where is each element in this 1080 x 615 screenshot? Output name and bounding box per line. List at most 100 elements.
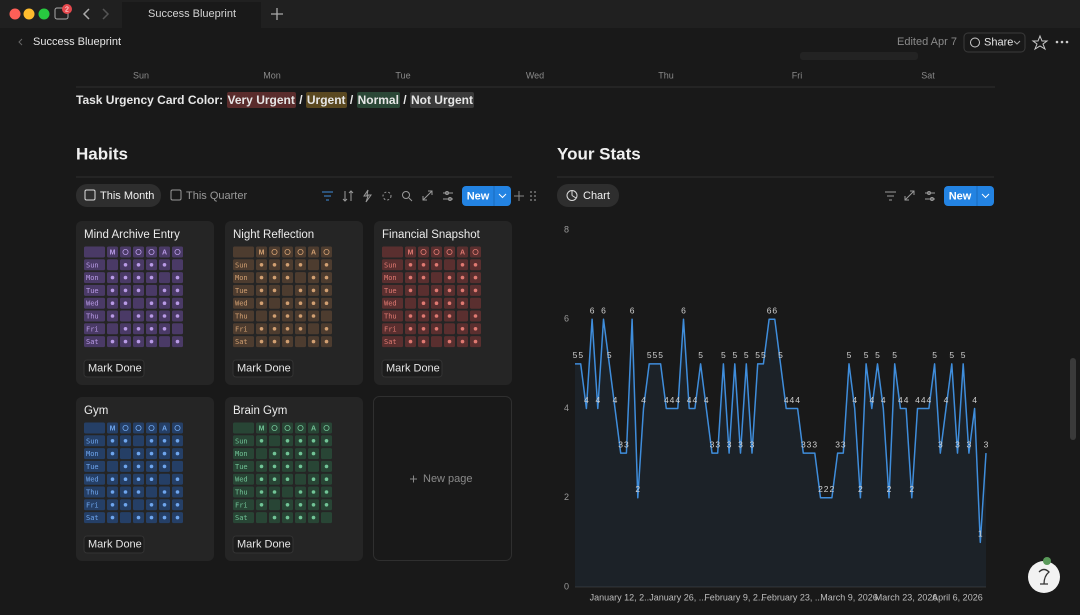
scrollbar[interactable]	[1070, 358, 1076, 440]
done-dot	[163, 490, 167, 494]
grid-cell[interactable]	[159, 474, 170, 485]
grid-cell	[233, 247, 254, 258]
grid-cell[interactable]	[172, 259, 183, 270]
grid-cell	[269, 247, 280, 258]
grid-cell[interactable]	[133, 435, 144, 446]
grid-cell[interactable]	[431, 336, 442, 347]
help-avatar[interactable]	[1028, 561, 1060, 593]
urgency-levels: Very Urgent / Urgent / Normal / Not Urge…	[227, 92, 474, 108]
data-label: 6	[681, 306, 686, 316]
grid-cell	[418, 247, 429, 258]
grid-cell[interactable]	[146, 285, 157, 296]
grid-cell[interactable]	[321, 512, 332, 523]
data-label: 4	[670, 395, 675, 405]
grid-cell[interactable]	[159, 272, 170, 283]
grid-cell[interactable]	[172, 323, 183, 334]
close-button[interactable]	[10, 9, 21, 20]
stats-toolbar-icons[interactable]	[885, 191, 935, 201]
data-label: 3	[807, 439, 812, 449]
grid-cell[interactable]	[405, 298, 416, 309]
done-dot	[150, 439, 154, 443]
grid-cell[interactable]	[256, 512, 267, 523]
done-dot	[111, 503, 115, 507]
habit-title: Brain Gym	[233, 405, 287, 417]
grid-cell[interactable]	[457, 311, 468, 322]
data-label: 5	[864, 350, 869, 360]
day-label: Fri	[86, 325, 99, 333]
done-dot	[150, 314, 154, 318]
grid-cell[interactable]	[295, 336, 306, 347]
done-dot	[176, 340, 180, 344]
done-dot	[325, 289, 329, 293]
grid-cell[interactable]	[308, 259, 319, 270]
grid-cell[interactable]	[282, 487, 293, 498]
more-menu[interactable]	[1056, 41, 1069, 44]
done-dot	[422, 314, 426, 318]
data-label: 4	[852, 395, 857, 405]
done-dot	[137, 477, 141, 481]
grid-cell[interactable]	[256, 448, 267, 459]
collapse-icon[interactable]	[19, 39, 22, 45]
done-dot	[273, 314, 277, 318]
grid-cell[interactable]	[146, 487, 157, 498]
zoom-button[interactable]	[39, 9, 50, 20]
done-dot	[163, 516, 167, 520]
grid-cell	[269, 423, 280, 434]
day-label: Sun	[235, 437, 248, 445]
done-dot	[260, 276, 264, 280]
grid-cell[interactable]	[431, 272, 442, 283]
new-button-label: New	[467, 190, 490, 202]
grid-cell[interactable]	[308, 461, 319, 472]
grid-cell[interactable]	[107, 323, 118, 334]
done-dot	[286, 465, 290, 469]
grid-cell[interactable]	[418, 285, 429, 296]
data-label: 4	[904, 395, 909, 405]
grid-cell[interactable]	[308, 323, 319, 334]
done-dot	[325, 276, 329, 280]
grid-cell[interactable]	[295, 272, 306, 283]
grid-cell[interactable]	[256, 311, 267, 322]
grid-header: M	[110, 249, 116, 256]
data-label: 3	[624, 439, 629, 449]
done-dot	[273, 340, 277, 344]
data-label: 3	[750, 439, 755, 449]
grid-cell[interactable]	[295, 474, 306, 485]
done-dot	[286, 340, 290, 344]
data-label: 4	[927, 395, 932, 405]
done-dot	[286, 503, 290, 507]
data-label: 5	[892, 350, 897, 360]
done-dot	[124, 263, 128, 267]
grid-cell[interactable]	[120, 512, 131, 523]
grid-cell[interactable]	[470, 298, 481, 309]
done-dot	[461, 301, 465, 305]
grid-cell[interactable]	[120, 448, 131, 459]
data-label: 5	[607, 350, 612, 360]
grid-cell[interactable]	[321, 311, 332, 322]
grid-cell[interactable]	[269, 435, 280, 446]
grid-cell[interactable]	[269, 499, 280, 510]
grid-cell[interactable]	[107, 461, 118, 472]
add-icon[interactable]	[514, 191, 524, 201]
grid-cell[interactable]	[120, 311, 131, 322]
grid-cell[interactable]	[159, 336, 170, 347]
done-dot	[260, 327, 264, 331]
grid-cell[interactable]	[107, 259, 118, 270]
toolbar-icons[interactable]	[322, 190, 453, 202]
grid-cell[interactable]	[133, 499, 144, 510]
urgency-level: Normal	[357, 92, 400, 108]
grid-cell[interactable]	[269, 298, 280, 309]
calendar-icon	[171, 190, 181, 200]
minimize-button[interactable]	[24, 9, 35, 20]
view-tab-label[interactable]: This Quarter	[186, 190, 247, 202]
grid-cell[interactable]	[321, 448, 332, 459]
drag-handle[interactable]	[530, 191, 536, 201]
page-title[interactable]: Success Blueprint	[33, 36, 121, 48]
done-dot	[273, 327, 277, 331]
done-dot	[150, 465, 154, 469]
grid-cell[interactable]	[172, 461, 183, 472]
grid-cell[interactable]	[282, 285, 293, 296]
grid-cell[interactable]	[444, 323, 455, 334]
grid-cell[interactable]	[444, 259, 455, 270]
favorite-icon[interactable]	[1033, 36, 1047, 49]
grid-cell[interactable]	[133, 298, 144, 309]
